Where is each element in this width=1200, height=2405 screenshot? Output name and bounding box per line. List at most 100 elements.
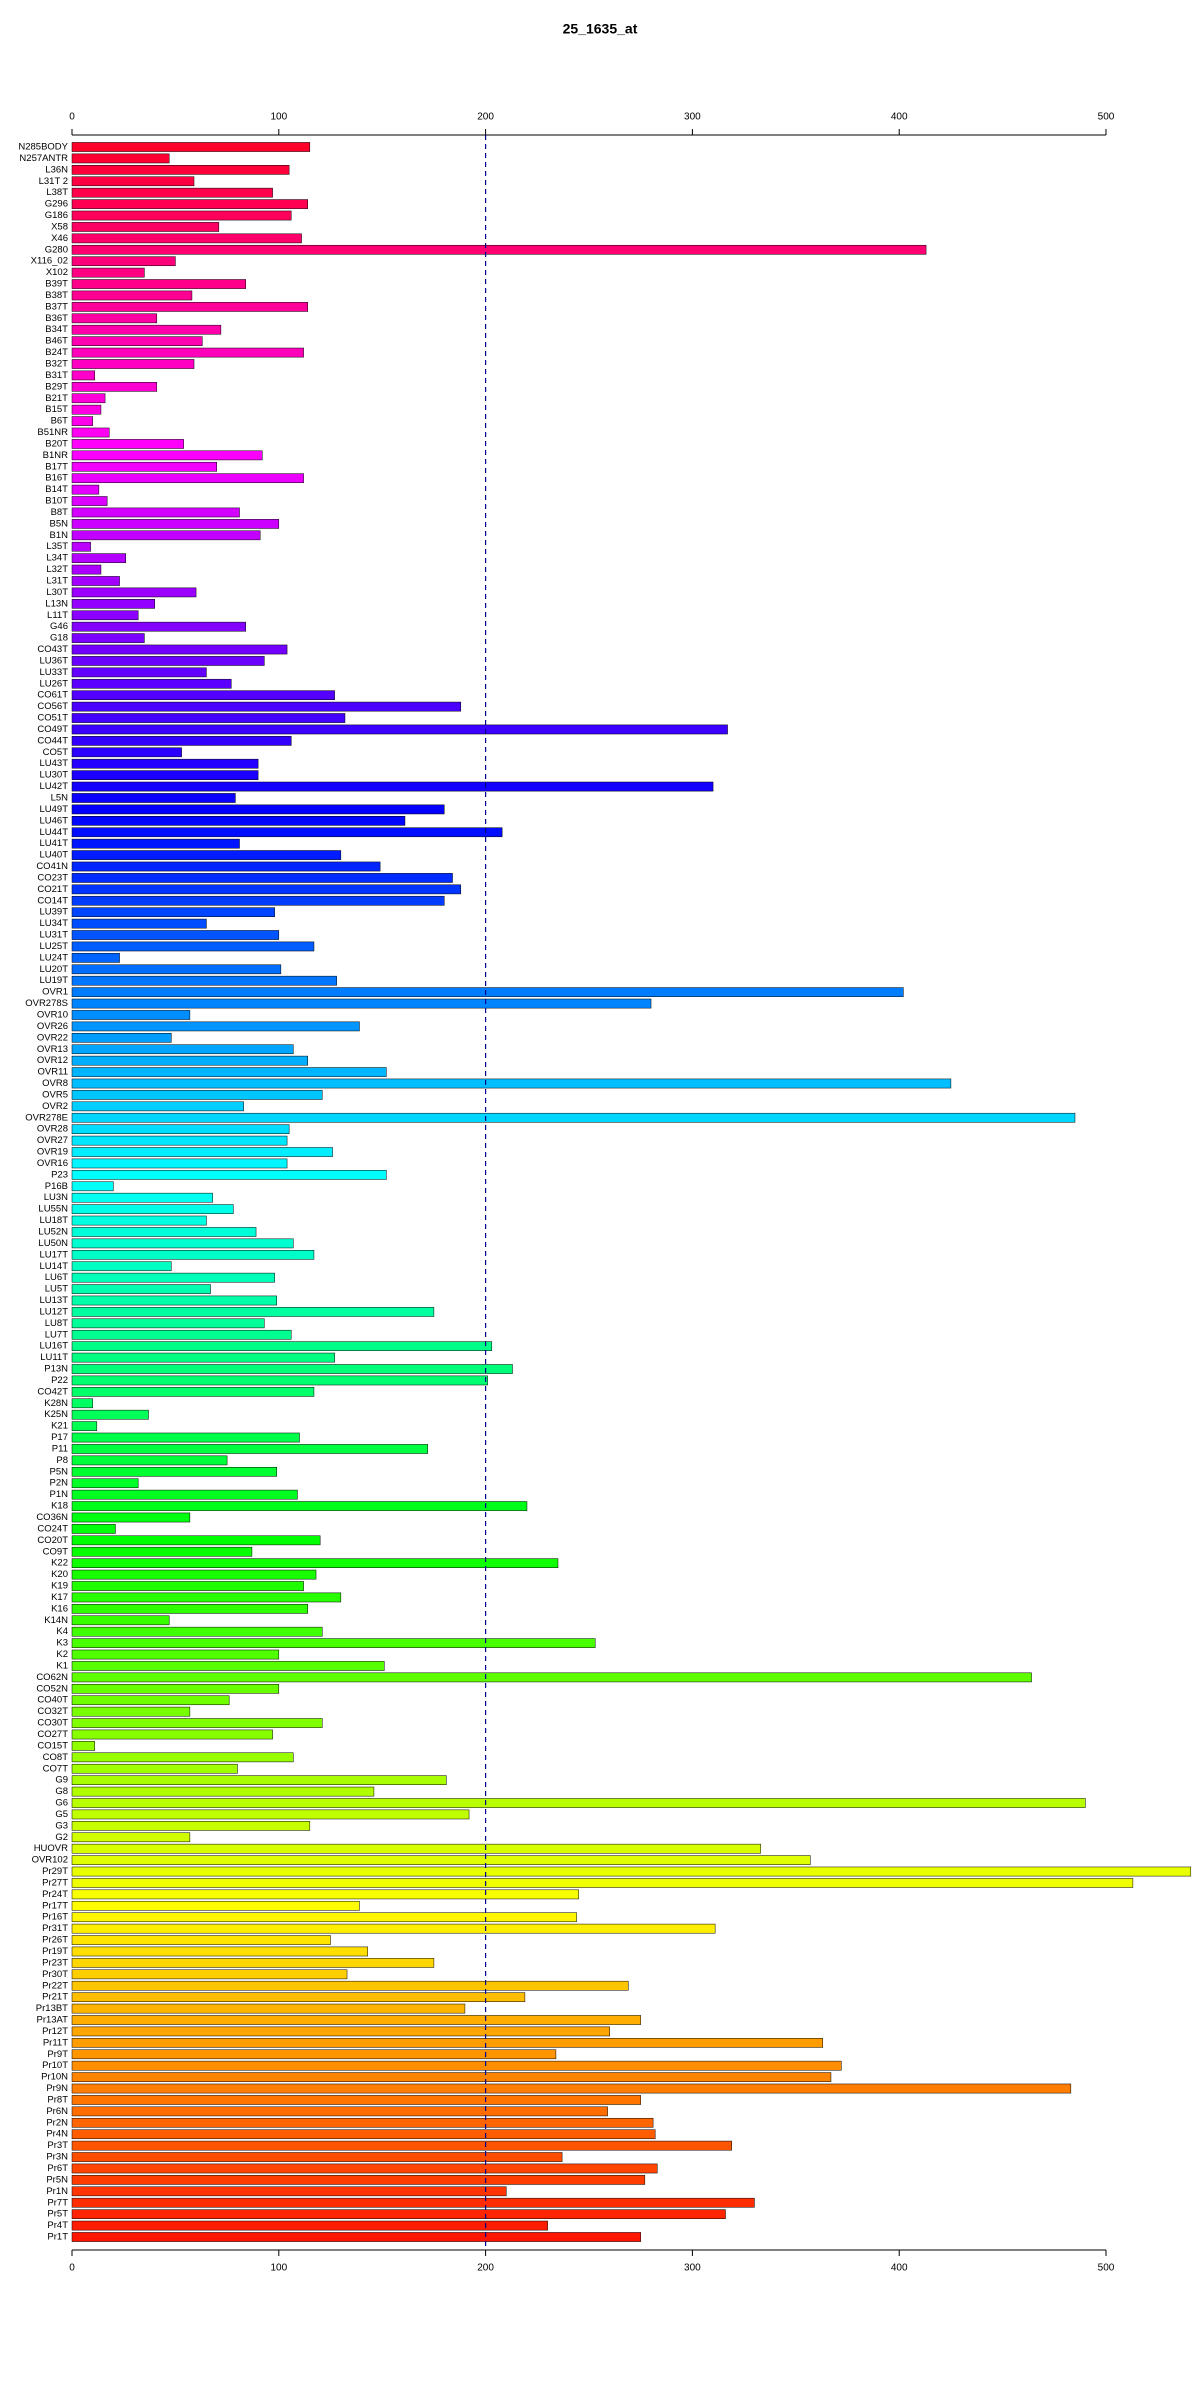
bar	[71, 290, 193, 301]
y-tick-label: OVR10	[37, 1009, 68, 1020]
y-tick-label: OVR27	[37, 1135, 68, 1146]
bar	[71, 941, 315, 952]
bar	[71, 461, 218, 472]
y-tick-label: CO15T	[37, 1740, 68, 1751]
bar	[71, 2038, 823, 2048]
y-tick-label: Pr31T	[42, 1923, 68, 1934]
bar	[71, 1592, 342, 1603]
bar	[71, 187, 273, 198]
bar	[71, 1158, 288, 1169]
y-tick-label: B1NR	[43, 450, 68, 461]
y-tick-label: LU25T	[39, 941, 68, 952]
bar	[71, 2083, 1072, 2094]
bar	[71, 1352, 335, 1363]
bar	[71, 1295, 277, 1306]
y-tick-label: L5N	[51, 792, 69, 803]
y-tick-label: B38T	[45, 290, 68, 301]
bar	[71, 656, 265, 666]
bar	[71, 724, 728, 735]
bar	[71, 1546, 253, 1557]
x-tick-label: 400	[891, 2263, 908, 2274]
bar	[71, 827, 503, 838]
bar	[71, 142, 311, 152]
bar	[71, 884, 462, 895]
y-tick-label: B32T	[45, 359, 68, 370]
y-tick-label: LU34T	[39, 918, 68, 929]
y-tick-label: Pr16T	[42, 1912, 68, 1923]
y-tick-label: P2N	[50, 1478, 69, 1489]
y-tick-label: G2	[55, 1832, 68, 1843]
y-tick-label: CO24T	[37, 1523, 68, 1534]
y-tick-label: LU46T	[39, 815, 68, 826]
bar	[71, 930, 280, 940]
x-tick-label: 100	[270, 2263, 287, 2274]
bar	[71, 1227, 257, 1237]
y-tick-label: CO56T	[37, 701, 68, 712]
bar	[71, 2209, 726, 2219]
bar	[71, 816, 406, 826]
y-tick-label: LU52N	[38, 1226, 68, 1237]
x-tick-label: 0	[69, 112, 75, 123]
y-tick-label: LU40T	[39, 850, 68, 861]
bar	[71, 1284, 211, 1294]
bar	[71, 1409, 149, 1420]
bar	[71, 1478, 139, 1489]
bar	[71, 621, 246, 632]
bar	[71, 2163, 658, 2174]
y-tick-label: OVR26	[37, 1021, 68, 1032]
y-tick-label: L38T	[46, 187, 68, 198]
bar	[71, 1272, 275, 1283]
bar	[71, 279, 246, 289]
bar	[71, 576, 120, 586]
bar	[71, 1638, 596, 1648]
bar	[71, 1843, 761, 1854]
y-tick-label: OVR16	[37, 1158, 68, 1169]
y-tick-label: Pr5T	[47, 2209, 68, 2220]
y-tick-label: LU16T	[39, 1341, 68, 1352]
y-tick-label: K14N	[44, 1615, 68, 1626]
x-tick-label: 300	[684, 112, 701, 123]
y-tick-label: Pr8T	[47, 2094, 68, 2105]
y-tick-label: P8	[56, 1455, 68, 1466]
bar	[71, 1992, 526, 2002]
bar	[71, 1261, 172, 1272]
bar	[71, 404, 102, 415]
y-tick-label: N257ANTR	[19, 153, 68, 164]
bar	[71, 222, 220, 232]
y-tick-label: CO44T	[37, 735, 68, 746]
y-tick-label: B8T	[51, 507, 69, 518]
chart-title: 25_1635_at	[563, 21, 638, 37]
bar	[71, 1958, 435, 1968]
bar	[71, 1729, 273, 1740]
y-tick-label: Pr10T	[42, 2060, 68, 2071]
y-tick-label: Pr11T	[43, 2037, 68, 2048]
x-tick-label: 100	[270, 112, 287, 123]
bar	[71, 519, 280, 529]
y-tick-label: CO5T	[43, 747, 69, 758]
y-tick-label: Pr3N	[46, 2152, 68, 2163]
bar	[71, 781, 714, 792]
bar	[71, 2220, 548, 2231]
bar	[71, 439, 184, 449]
bar	[71, 1661, 385, 1671]
y-tick-label: G46	[50, 621, 68, 632]
y-tick-label: Pr10N	[41, 2072, 68, 2083]
bar	[71, 1455, 228, 1466]
bar	[71, 1649, 280, 1660]
bar	[71, 153, 170, 164]
bar	[71, 758, 259, 769]
bar	[71, 678, 232, 689]
bar	[71, 1010, 191, 1020]
y-tick-label: Pr5N	[46, 2174, 68, 2185]
y-tick-label: X46	[51, 233, 68, 244]
bar	[71, 2095, 641, 2105]
bar	[71, 530, 261, 541]
bar	[71, 2197, 755, 2208]
y-tick-label: K2	[56, 1649, 68, 1660]
bar	[71, 599, 155, 609]
y-tick-label: Pr2N	[46, 2117, 68, 2128]
bar	[71, 1375, 488, 1386]
bar	[71, 2015, 641, 2025]
y-tick-label: K1	[56, 1660, 68, 1671]
y-tick-label: OVR28	[37, 1124, 68, 1135]
